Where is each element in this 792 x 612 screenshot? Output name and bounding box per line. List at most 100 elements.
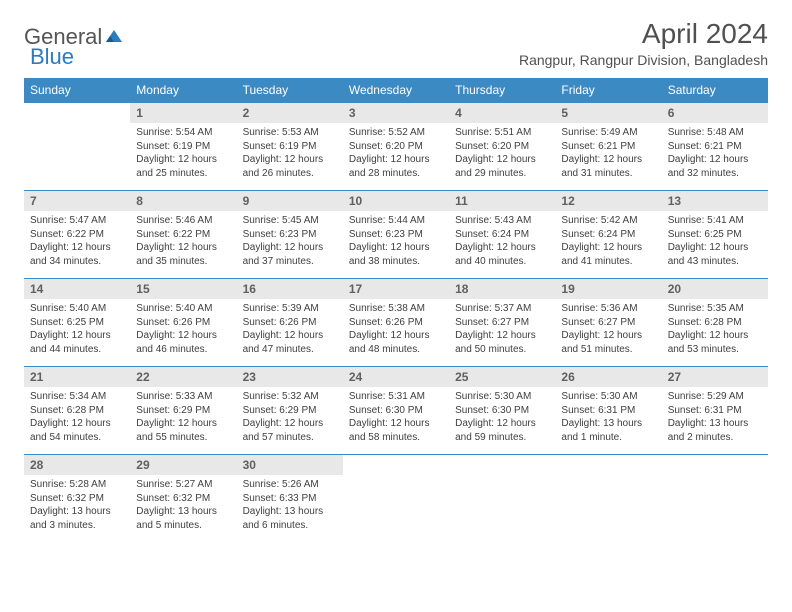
calendar-day: 5Sunrise: 5:49 AMSunset: 6:21 PMDaylight… — [555, 103, 661, 191]
daylight-text: Daylight: 12 hours and 53 minutes. — [668, 329, 762, 356]
daylight-text: Daylight: 13 hours and 1 minute. — [561, 417, 655, 444]
sunrise-text: Sunrise: 5:42 AM — [561, 214, 655, 228]
calendar-day: 19Sunrise: 5:36 AMSunset: 6:27 PMDayligh… — [555, 279, 661, 367]
sunrise-text: Sunrise: 5:35 AM — [668, 302, 762, 316]
daylight-text: Daylight: 12 hours and 41 minutes. — [561, 241, 655, 268]
sunrise-text: Sunrise: 5:43 AM — [455, 214, 549, 228]
day-number — [555, 455, 661, 475]
day-details: Sunrise: 5:49 AMSunset: 6:21 PMDaylight:… — [555, 123, 661, 183]
sunset-text: Sunset: 6:22 PM — [30, 228, 124, 242]
calendar-day: 30Sunrise: 5:26 AMSunset: 6:33 PMDayligh… — [237, 455, 343, 543]
sunrise-text: Sunrise: 5:48 AM — [668, 126, 762, 140]
day-details: Sunrise: 5:51 AMSunset: 6:20 PMDaylight:… — [449, 123, 555, 183]
weekday-header: Saturday — [662, 78, 768, 103]
day-number: 23 — [237, 367, 343, 387]
day-number: 4 — [449, 103, 555, 123]
weekday-header: Tuesday — [237, 78, 343, 103]
calendar-day: 3Sunrise: 5:52 AMSunset: 6:20 PMDaylight… — [343, 103, 449, 191]
sunrise-text: Sunrise: 5:44 AM — [349, 214, 443, 228]
sunrise-text: Sunrise: 5:37 AM — [455, 302, 549, 316]
sunset-text: Sunset: 6:21 PM — [561, 140, 655, 154]
daylight-text: Daylight: 12 hours and 47 minutes. — [243, 329, 337, 356]
sunrise-text: Sunrise: 5:40 AM — [30, 302, 124, 316]
day-details: Sunrise: 5:54 AMSunset: 6:19 PMDaylight:… — [130, 123, 236, 183]
sunrise-text: Sunrise: 5:52 AM — [349, 126, 443, 140]
sunset-text: Sunset: 6:25 PM — [668, 228, 762, 242]
day-details: Sunrise: 5:38 AMSunset: 6:26 PMDaylight:… — [343, 299, 449, 359]
calendar-day — [343, 455, 449, 543]
day-number: 11 — [449, 191, 555, 211]
sunset-text: Sunset: 6:26 PM — [243, 316, 337, 330]
calendar-day: 1Sunrise: 5:54 AMSunset: 6:19 PMDaylight… — [130, 103, 236, 191]
daylight-text: Daylight: 13 hours and 2 minutes. — [668, 417, 762, 444]
sunset-text: Sunset: 6:22 PM — [136, 228, 230, 242]
daylight-text: Daylight: 12 hours and 51 minutes. — [561, 329, 655, 356]
daylight-text: Daylight: 12 hours and 34 minutes. — [30, 241, 124, 268]
day-number: 15 — [130, 279, 236, 299]
sunrise-text: Sunrise: 5:28 AM — [30, 478, 124, 492]
daylight-text: Daylight: 12 hours and 48 minutes. — [349, 329, 443, 356]
day-number: 8 — [130, 191, 236, 211]
calendar-day: 28Sunrise: 5:28 AMSunset: 6:32 PMDayligh… — [24, 455, 130, 543]
calendar-day: 16Sunrise: 5:39 AMSunset: 6:26 PMDayligh… — [237, 279, 343, 367]
sunrise-text: Sunrise: 5:34 AM — [30, 390, 124, 404]
day-number: 7 — [24, 191, 130, 211]
sunset-text: Sunset: 6:32 PM — [30, 492, 124, 506]
sunset-text: Sunset: 6:19 PM — [136, 140, 230, 154]
calendar-day: 27Sunrise: 5:29 AMSunset: 6:31 PMDayligh… — [662, 367, 768, 455]
flag-icon — [104, 26, 124, 49]
calendar-day: 2Sunrise: 5:53 AMSunset: 6:19 PMDaylight… — [237, 103, 343, 191]
day-details: Sunrise: 5:52 AMSunset: 6:20 PMDaylight:… — [343, 123, 449, 183]
calendar-day: 15Sunrise: 5:40 AMSunset: 6:26 PMDayligh… — [130, 279, 236, 367]
sunset-text: Sunset: 6:31 PM — [561, 404, 655, 418]
daylight-text: Daylight: 12 hours and 59 minutes. — [455, 417, 549, 444]
calendar-day: 23Sunrise: 5:32 AMSunset: 6:29 PMDayligh… — [237, 367, 343, 455]
calendar-week: 28Sunrise: 5:28 AMSunset: 6:32 PMDayligh… — [24, 455, 768, 543]
day-details: Sunrise: 5:33 AMSunset: 6:29 PMDaylight:… — [130, 387, 236, 447]
day-number: 1 — [130, 103, 236, 123]
sunset-text: Sunset: 6:24 PM — [561, 228, 655, 242]
daylight-text: Daylight: 12 hours and 26 minutes. — [243, 153, 337, 180]
day-details: Sunrise: 5:28 AMSunset: 6:32 PMDaylight:… — [24, 475, 130, 535]
sunset-text: Sunset: 6:27 PM — [455, 316, 549, 330]
sunset-text: Sunset: 6:20 PM — [349, 140, 443, 154]
day-details: Sunrise: 5:32 AMSunset: 6:29 PMDaylight:… — [237, 387, 343, 447]
logo-text-2-wrap: Blue — [30, 44, 74, 70]
weekday-header: Sunday — [24, 78, 130, 103]
calendar-day — [24, 103, 130, 191]
sunset-text: Sunset: 6:29 PM — [136, 404, 230, 418]
sunrise-text: Sunrise: 5:36 AM — [561, 302, 655, 316]
daylight-text: Daylight: 12 hours and 28 minutes. — [349, 153, 443, 180]
sunset-text: Sunset: 6:25 PM — [30, 316, 124, 330]
day-details: Sunrise: 5:43 AMSunset: 6:24 PMDaylight:… — [449, 211, 555, 271]
day-number — [449, 455, 555, 475]
day-number: 6 — [662, 103, 768, 123]
sunset-text: Sunset: 6:19 PM — [243, 140, 337, 154]
weekday-header: Friday — [555, 78, 661, 103]
calendar-day: 26Sunrise: 5:30 AMSunset: 6:31 PMDayligh… — [555, 367, 661, 455]
day-number: 30 — [237, 455, 343, 475]
sunrise-text: Sunrise: 5:26 AM — [243, 478, 337, 492]
sunrise-text: Sunrise: 5:27 AM — [136, 478, 230, 492]
calendar-head: SundayMondayTuesdayWednesdayThursdayFrid… — [24, 78, 768, 103]
day-number: 25 — [449, 367, 555, 387]
sunset-text: Sunset: 6:32 PM — [136, 492, 230, 506]
sunset-text: Sunset: 6:28 PM — [30, 404, 124, 418]
sunset-text: Sunset: 6:23 PM — [349, 228, 443, 242]
daylight-text: Daylight: 12 hours and 50 minutes. — [455, 329, 549, 356]
sunset-text: Sunset: 6:26 PM — [349, 316, 443, 330]
day-number: 20 — [662, 279, 768, 299]
sunset-text: Sunset: 6:33 PM — [243, 492, 337, 506]
calendar-day: 17Sunrise: 5:38 AMSunset: 6:26 PMDayligh… — [343, 279, 449, 367]
day-details: Sunrise: 5:41 AMSunset: 6:25 PMDaylight:… — [662, 211, 768, 271]
day-number — [343, 455, 449, 475]
sunset-text: Sunset: 6:26 PM — [136, 316, 230, 330]
day-number: 22 — [130, 367, 236, 387]
weekday-row: SundayMondayTuesdayWednesdayThursdayFrid… — [24, 78, 768, 103]
calendar-day: 7Sunrise: 5:47 AMSunset: 6:22 PMDaylight… — [24, 191, 130, 279]
sunrise-text: Sunrise: 5:29 AM — [668, 390, 762, 404]
day-number: 29 — [130, 455, 236, 475]
day-number: 3 — [343, 103, 449, 123]
daylight-text: Daylight: 13 hours and 5 minutes. — [136, 505, 230, 532]
day-details: Sunrise: 5:48 AMSunset: 6:21 PMDaylight:… — [662, 123, 768, 183]
